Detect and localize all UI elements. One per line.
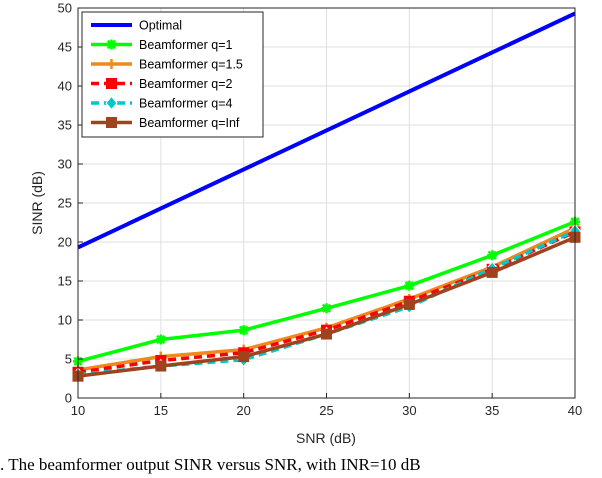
- x-tick-label: 20: [236, 403, 250, 418]
- y-tick-label: 0: [65, 391, 72, 406]
- grid: [78, 8, 575, 398]
- legend-marker: [106, 39, 117, 50]
- legend-marker: [106, 78, 117, 89]
- y-tick-label: 15: [58, 274, 72, 289]
- series-group: [71, 11, 582, 382]
- y-tick-label: 10: [58, 313, 72, 328]
- y-tick-label: 5: [65, 352, 72, 367]
- legend: Optimal Beamformer q=1 Beamformer q=1.5 Bea…: [81, 11, 264, 138]
- legend-label: Beamformer q=1.5: [139, 58, 243, 72]
- data-point-beamformer-q-inf: [321, 328, 332, 340]
- sinr-vs-snr-chart: 10 15 20 25 30 35 40 0 5 10 15 20 25 30 35 40 45 50 SNR (…: [29, 1, 583, 447]
- x-tick-label: 40: [568, 403, 582, 418]
- y-tick-label: 30: [58, 157, 72, 172]
- series-optimal: [77, 11, 576, 250]
- data-point-beamformer-q-inf: [403, 298, 415, 310]
- data-point-beamformer-q-1: [321, 303, 332, 314]
- legend-item-beamformer-q-4: Beamformer q=4: [91, 95, 232, 111]
- series-line-optimal: [77, 11, 576, 250]
- legend-label: Beamformer q=4: [139, 97, 232, 111]
- legend-item-beamformer-q-1-5: Beamformer q=1.5: [91, 58, 243, 72]
- legend-label: Optimal: [139, 19, 182, 33]
- y-tick-label: 20: [58, 235, 72, 250]
- legend-box: [81, 11, 264, 138]
- legend-item-beamformer-q-2: Beamformer q=2: [91, 77, 232, 91]
- data-point-beamformer-q-1: [404, 280, 415, 291]
- tick-labels: 10 15 20 25 30 35 40 0 5 10 15 20 25 30 35 40 45 50: [58, 1, 583, 419]
- data-point-beamformer-q-1: [238, 325, 249, 336]
- legend-marker: [106, 59, 117, 69]
- y-tick-label: 40: [58, 79, 72, 94]
- x-tick-label: 35: [485, 403, 499, 418]
- legend-label: Beamformer q=2: [139, 77, 232, 91]
- data-point-beamformer-q-inf: [155, 360, 167, 372]
- legend-label: Beamformer q=1: [139, 38, 232, 52]
- legend-label: Beamformer q=Inf: [139, 116, 240, 130]
- data-point-beamformer-q-1: [155, 334, 166, 345]
- x-tick-label: 25: [319, 403, 333, 418]
- x-axis-label: SNR (dB): [296, 430, 356, 446]
- x-tick-label: 10: [71, 403, 85, 418]
- y-tick-label: 35: [58, 118, 72, 133]
- y-axis-label: SINR (dB): [29, 171, 45, 235]
- legend-marker: [106, 117, 117, 128]
- legend-item-optimal: Optimal: [91, 19, 182, 33]
- data-point-beamformer-q-inf: [486, 266, 498, 278]
- x-tick-label: 15: [154, 403, 168, 418]
- legend-item-beamformer-q-1: Beamformer q=1: [91, 38, 232, 52]
- figure-caption: . The beamformer output SINR versus SNR,…: [0, 455, 421, 474]
- x-tick-label: 30: [402, 403, 416, 418]
- y-tick-label: 45: [58, 40, 72, 55]
- data-point-beamformer-q-1: [487, 250, 498, 261]
- y-tick-label: 25: [58, 196, 72, 211]
- y-tick-label: 50: [58, 1, 72, 16]
- legend-item-beamformer-q-inf: Beamformer q=Inf: [91, 116, 240, 130]
- legend-marker: [105, 95, 118, 111]
- data-point-beamformer-q-inf: [238, 351, 250, 363]
